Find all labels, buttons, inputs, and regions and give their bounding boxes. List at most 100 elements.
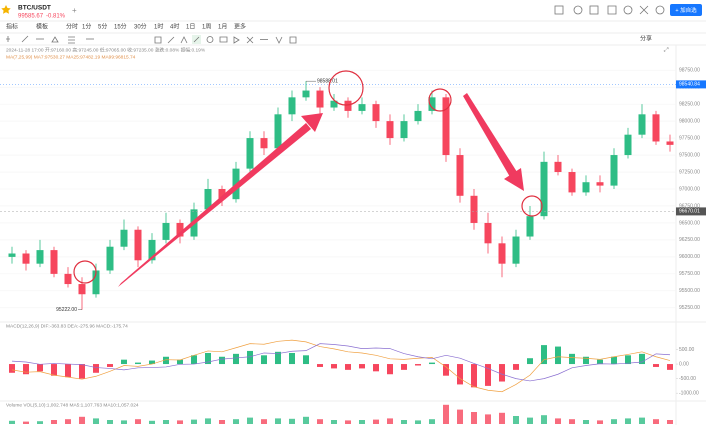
macd-bar [611, 356, 617, 365]
macd-bar [163, 356, 169, 365]
toolbar-item[interactable]: 1时 [154, 23, 163, 31]
toolbar-item[interactable]: 模板 [36, 23, 48, 31]
candle-body [316, 90, 324, 108]
volume-bar [23, 421, 29, 424]
candle-body [498, 243, 506, 264]
icon[interactable] [655, 5, 665, 15]
toolbar-item[interactable]: 1分 [82, 23, 91, 31]
min-marker: 95222.00 [56, 307, 77, 313]
volume-bar [261, 419, 267, 424]
y-tick-label: 500.00 [679, 347, 695, 353]
candle-body [526, 216, 534, 237]
tool-icon[interactable] [6, 36, 10, 42]
candle-body [176, 222, 184, 237]
macd-bar [443, 364, 449, 376]
macd-bar [135, 362, 141, 365]
tool-icon[interactable] [68, 36, 75, 44]
macd-bar [485, 364, 491, 386]
candle-body [344, 100, 352, 111]
volume-bar [527, 417, 533, 424]
add-tab[interactable]: + [72, 6, 77, 15]
macd-bar [331, 364, 337, 369]
tool-icon[interactable] [219, 36, 228, 43]
macd-bar [23, 364, 29, 375]
macd-bar [107, 364, 113, 367]
candle-body [204, 189, 212, 210]
favorite-star[interactable] [1, 5, 11, 14]
tool-icon[interactable] [51, 36, 59, 43]
volume-bar [653, 419, 659, 424]
macd-bar [177, 359, 183, 365]
icon[interactable] [589, 5, 599, 15]
icon[interactable] [607, 5, 617, 15]
candle-body [596, 182, 604, 186]
volume-bar [499, 412, 505, 424]
dea-line [11, 343, 671, 382]
toolbar-item[interactable]: 分时 [66, 23, 78, 31]
macd-bar [289, 352, 295, 365]
candle-body [260, 138, 268, 149]
candle-body [218, 189, 226, 200]
volume-bar [345, 420, 351, 424]
add-favorite-label[interactable]: + 加自选 [675, 6, 697, 14]
volume-title: Volume VOL(5,10):1,002.748 MA5:1,107.763… [6, 402, 139, 408]
icon[interactable] [554, 5, 564, 15]
toolbar-item[interactable]: 1日 [186, 24, 195, 31]
toolbar-item[interactable]: 1周 [202, 24, 211, 31]
y-tick-label: 95250.00 [679, 305, 700, 311]
volume-bar [177, 420, 183, 424]
y-tick-label: 95750.00 [679, 271, 700, 277]
volume-bar [317, 419, 323, 424]
icon[interactable] [623, 5, 633, 15]
volume-bar [219, 420, 225, 424]
toolbar-item[interactable]: 15分 [114, 23, 127, 31]
toolbar-item[interactable]: 4时 [170, 23, 179, 31]
candle-body [582, 182, 590, 193]
volume-bar [331, 420, 337, 424]
fullscreen-icon[interactable]: ⤢ [664, 47, 669, 54]
share-button[interactable]: 分享 [640, 35, 652, 43]
toolbar-item[interactable]: 1月 [218, 24, 227, 31]
add-favorite-button[interactable] [670, 4, 702, 16]
volume-bar [289, 418, 295, 424]
macd-bar [387, 364, 393, 375]
tool-icon[interactable] [154, 36, 162, 44]
toolbar-item[interactable]: 5分 [98, 23, 107, 31]
tool-icon[interactable] [21, 35, 29, 43]
candle-body [78, 284, 86, 295]
tool-icon[interactable] [180, 36, 188, 44]
toolbar-item[interactable]: 指标 [6, 23, 18, 31]
candle-body [64, 273, 72, 285]
candle-body [120, 229, 128, 247]
candle-body [386, 121, 394, 139]
tool-icon[interactable] [206, 36, 214, 43]
symbol[interactable]: BTC/USDT [18, 5, 51, 12]
icon[interactable] [639, 5, 649, 15]
tool-icon[interactable] [289, 36, 297, 44]
tool-icon[interactable] [167, 36, 175, 44]
macd-bar [191, 355, 197, 365]
y-tick-label: 0.00 [679, 361, 689, 367]
toolbar-item[interactable]: 30分 [134, 23, 147, 31]
icon[interactable] [573, 5, 583, 15]
arrow-shaft [118, 123, 311, 287]
volume-bar [597, 420, 603, 424]
volume-bar [667, 420, 673, 424]
annotations [73, 70, 543, 287]
crosshair-label: 96670.01 [679, 209, 700, 215]
tool-icon[interactable] [193, 36, 200, 43]
plot: 95250.00 95500.00 95750.00 96000.00 96250.00… [0, 68, 706, 424]
tool-icon[interactable] [233, 36, 240, 44]
candle-body [568, 172, 576, 193]
volume-bar [37, 421, 43, 424]
candle-body [554, 161, 562, 173]
toolbar-item[interactable]: 更多 [234, 23, 246, 31]
tool-icon[interactable] [246, 36, 254, 44]
arrow-head [504, 168, 524, 191]
candle-body [36, 250, 44, 264]
macd-bar [401, 364, 407, 370]
tool-icon[interactable] [275, 36, 283, 44]
macd-bar [359, 364, 365, 369]
price-change: -0.81% [46, 14, 66, 20]
